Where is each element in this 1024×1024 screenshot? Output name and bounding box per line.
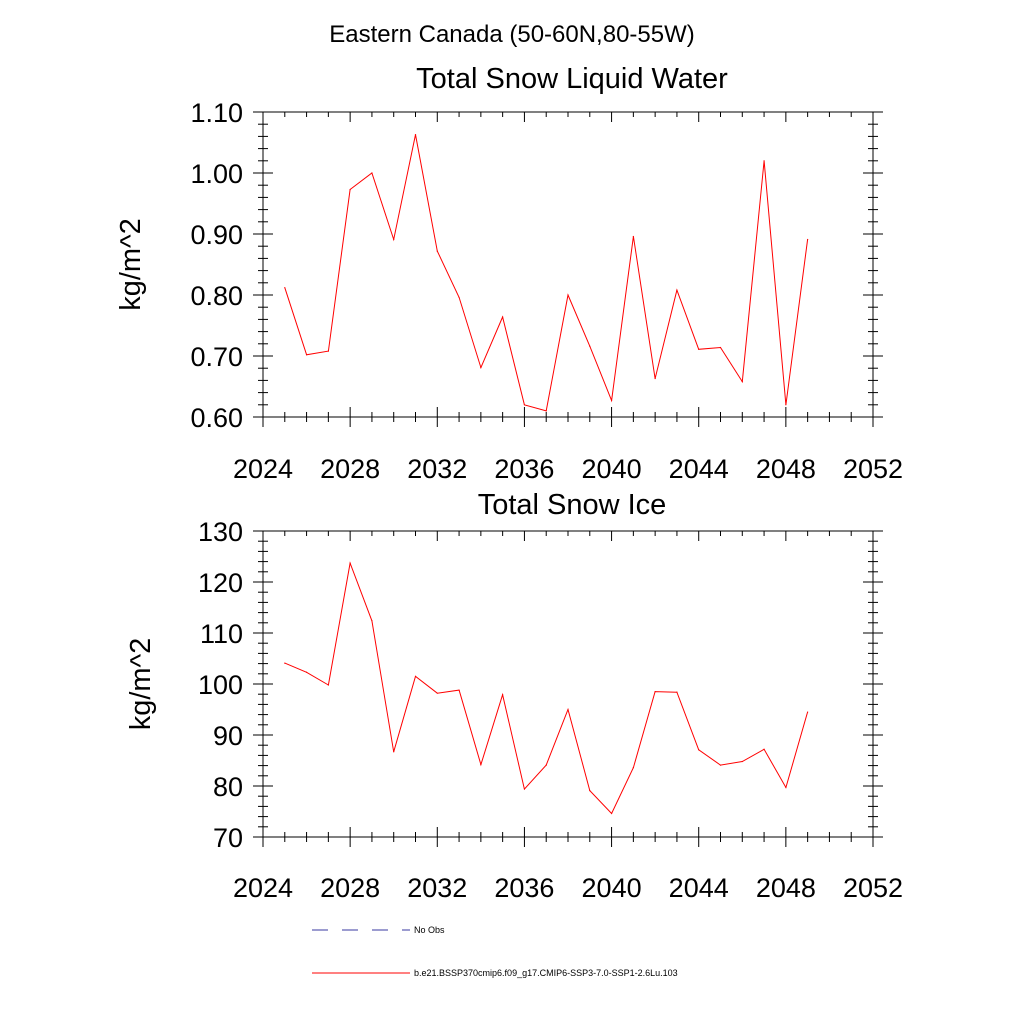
x-tick-label: 2044 — [669, 454, 729, 484]
data-point — [393, 751, 395, 753]
plot-frame — [262, 111, 874, 418]
y-tick-label: 110 — [200, 619, 243, 649]
plot-frame — [262, 530, 874, 838]
data-point — [393, 238, 395, 241]
data-point — [698, 348, 700, 350]
series-line-1 — [284, 561, 809, 815]
data-point — [676, 691, 678, 693]
data-point — [523, 788, 526, 790]
data-point — [719, 346, 722, 349]
y-tick-label: 0.70 — [190, 342, 243, 372]
data-point — [785, 786, 787, 789]
y-tick-label: 120 — [198, 568, 243, 598]
data-point — [480, 763, 482, 766]
x-tick-label: 2048 — [756, 454, 816, 484]
data-point — [327, 350, 329, 352]
data-point — [589, 345, 591, 347]
data-point — [523, 404, 526, 406]
data-point — [502, 694, 504, 696]
data-point — [305, 354, 308, 356]
data-point — [371, 172, 373, 174]
chart-panels: Total Snow Liquid Water 2024 2028 2032 2036 2… — [115, 63, 903, 903]
data-point — [545, 764, 547, 766]
y-tick-label: 100 — [198, 670, 243, 700]
x-tick-label: 2040 — [582, 873, 642, 903]
x-tick-label: 2028 — [320, 873, 380, 903]
x-tick-label: 2036 — [494, 454, 554, 484]
data-point — [741, 760, 743, 763]
x-tick-label: 2032 — [407, 873, 467, 903]
x-tick-label: 2024 — [233, 873, 293, 903]
legend-item-1: No Obs — [312, 925, 445, 935]
data-point — [654, 377, 656, 380]
data-point — [589, 789, 591, 792]
data-point — [458, 689, 460, 691]
series-line-1 — [284, 134, 809, 412]
data-point — [436, 692, 438, 694]
y-tick-label: 80 — [213, 772, 243, 802]
data-point — [567, 294, 569, 296]
x-tick-label: 2052 — [843, 454, 903, 484]
data-point — [545, 410, 547, 412]
x-tick-label: 2040 — [582, 454, 642, 484]
data-point — [436, 250, 438, 252]
panel-title: Total Snow Liquid Water — [416, 63, 728, 95]
y-tick-label: 0.80 — [190, 281, 243, 311]
data-point — [763, 160, 765, 162]
legend-label: b.e21.BSSP370cmip6.f09_g17.CMIP6-SSP3-7.… — [414, 968, 678, 978]
data-point — [414, 133, 417, 136]
data-point — [807, 238, 809, 241]
y-tick-label: 90 — [213, 721, 243, 751]
data-point — [458, 296, 460, 299]
data-point — [414, 675, 417, 677]
panel-title: Total Snow Ice — [478, 489, 667, 521]
y-tick-label: 70 — [213, 823, 243, 853]
data-point — [284, 662, 286, 664]
data-point — [632, 767, 634, 769]
data-point — [807, 711, 809, 713]
legend-item-2: b.e21.BSSP370cmip6.f09_g17.CMIP6-SSP3-7.… — [312, 968, 678, 978]
x-tick-label: 2052 — [843, 873, 903, 903]
data-point — [502, 316, 504, 318]
legend-label: No Obs — [414, 925, 445, 935]
x-tick-label: 2048 — [756, 873, 816, 903]
data-point — [349, 562, 351, 564]
y-tick-label: 1.10 — [190, 98, 243, 128]
figure-title: Eastern Canada (50-60N,80-55W) — [329, 21, 695, 48]
data-point — [698, 749, 700, 751]
legend: No Obs b.e21.BSSP370cmip6.f09_g17.CMIP6-S… — [312, 925, 678, 978]
y-axis-label: kg/m^2 — [115, 218, 147, 311]
x-tick-label: 2032 — [407, 454, 467, 484]
x-tick-label: 2044 — [669, 873, 729, 903]
y-tick-label: 0.60 — [190, 403, 243, 433]
chart-panel-1: Total Snow Liquid Water 2024 2028 2032 2036 2… — [115, 63, 903, 484]
data-point — [785, 404, 787, 406]
data-point — [371, 620, 373, 622]
y-axis-label: kg/m^2 — [125, 638, 157, 731]
data-point — [567, 708, 569, 711]
data-point — [719, 764, 722, 766]
data-point — [327, 684, 329, 686]
data-point — [480, 366, 482, 369]
data-point — [632, 235, 634, 238]
data-point — [654, 691, 656, 693]
y-tick-label: 130 — [198, 517, 243, 547]
data-point — [610, 812, 613, 815]
chart-panel-2: Total Snow Ice 2024 2028 2032 2036 2040 2044 20… — [125, 489, 903, 903]
y-tick-label: 0.90 — [190, 220, 243, 250]
data-point — [305, 671, 308, 673]
data-point — [284, 287, 286, 289]
x-tick-label: 2024 — [233, 454, 293, 484]
data-point — [676, 289, 678, 291]
data-point — [763, 748, 765, 750]
data-point — [349, 188, 351, 191]
x-tick-label: 2036 — [494, 873, 554, 903]
x-tick-label: 2028 — [320, 454, 380, 484]
data-point — [741, 381, 743, 383]
y-tick-label: 1.00 — [190, 159, 243, 189]
data-point — [610, 399, 613, 402]
